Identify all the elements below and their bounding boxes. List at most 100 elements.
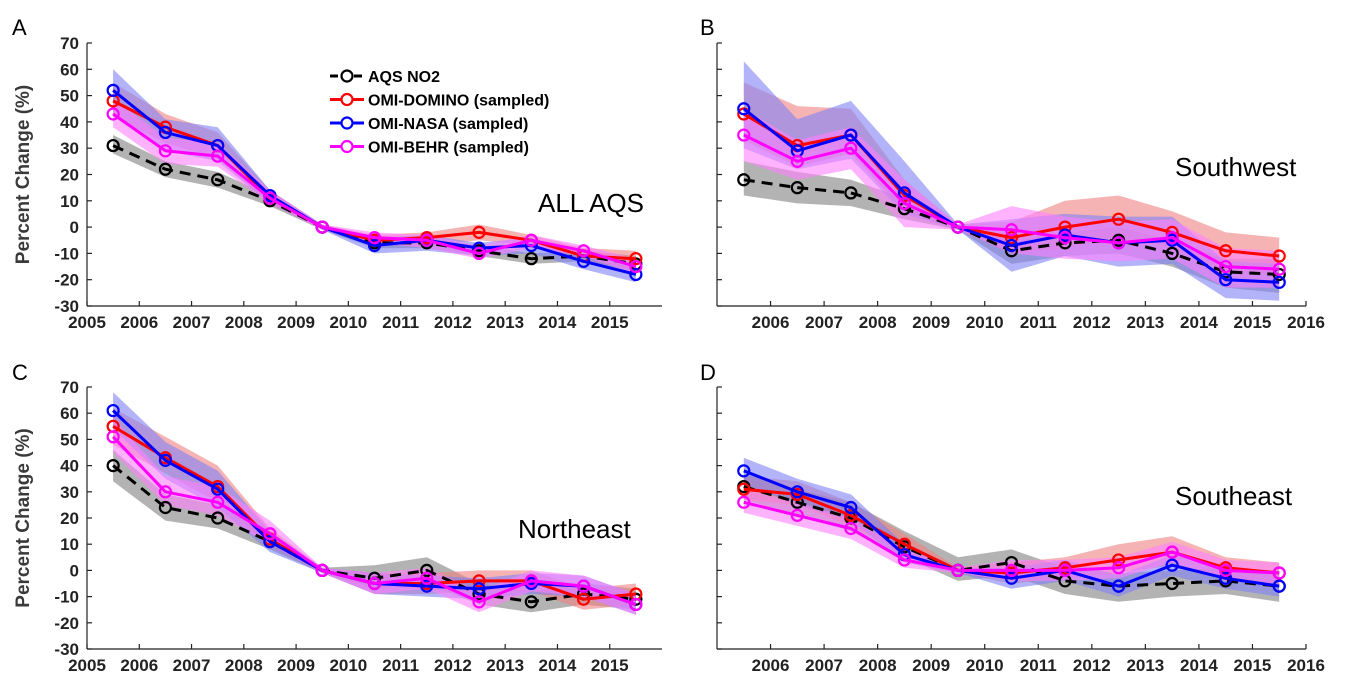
- panel-letter: C: [12, 360, 28, 385]
- x-tick-label: 2008: [859, 656, 897, 675]
- y-axis-label: Percent Change (%): [13, 428, 34, 607]
- marker-aqs-no2: [158, 500, 173, 515]
- marker-omi-behr-sampled: [897, 196, 912, 211]
- marker-omi-behr-sampled: [1219, 563, 1233, 578]
- marker-omi-behr-sampled: [315, 220, 329, 234]
- panel-b: B 2006 2007 2008 2009 2010 2011 2012 2013 2014 201…: [700, 15, 1325, 332]
- x-tick-label: 2006: [120, 656, 158, 675]
- marker-aqs-no2: [1165, 246, 1179, 260]
- x-tick-label: 2015: [1234, 656, 1272, 675]
- x-tick-label: 2011: [1020, 313, 1057, 332]
- marker-omi-behr-sampled: [1058, 231, 1072, 245]
- marker-omi-domino-sampled: [576, 592, 591, 606]
- x-tick-label: 2007: [805, 313, 843, 332]
- y-tick-label: 10: [60, 192, 79, 211]
- marker-omi-nasa-sampled: [158, 125, 173, 140]
- marker-omi-behr-sampled: [1219, 259, 1233, 274]
- y-tick-label: 40: [60, 113, 79, 132]
- marker-omi-behr-sampled: [1004, 563, 1019, 578]
- x-tick-label: 2011: [382, 656, 419, 675]
- marker-aqs-no2: [524, 252, 538, 266]
- line-omi-nasa-sampled: [112, 89, 637, 276]
- marker-omi-domino-sampled: [472, 225, 486, 239]
- legend-label: OMI-NASA (sampled): [368, 116, 528, 133]
- marker-omi-behr-sampled: [737, 495, 751, 509]
- x-tick-label: 2006: [752, 656, 790, 675]
- marker-aqs-no2: [420, 563, 434, 578]
- x-tick-label: 2006: [120, 313, 158, 332]
- marker-omi-behr-sampled: [844, 141, 858, 155]
- y-axis-label: Percent Change (%): [13, 85, 34, 264]
- marker-omi-behr-sampled: [420, 233, 434, 247]
- x-tick-label: 2010: [966, 313, 1004, 332]
- marker-omi-behr-sampled: [576, 579, 591, 593]
- x-tick-label: 2007: [805, 656, 843, 675]
- x-tick-label: 2008: [225, 313, 263, 332]
- marker-omi-behr-sampled: [576, 244, 591, 258]
- x-tick-label: 2014: [1180, 313, 1218, 332]
- y-tick-label: -10: [54, 244, 79, 263]
- marker-aqs-no2: [106, 459, 120, 473]
- marker-omi-domino-sampled: [1111, 553, 1126, 567]
- legend-label: OMI-DOMINO (sampled): [368, 93, 549, 110]
- x-tick-label: 2007: [173, 313, 211, 332]
- line-omi-behr-sampled: [112, 112, 637, 269]
- marker-omi-behr-sampled: [158, 144, 173, 158]
- y-tick-label: 20: [60, 166, 79, 185]
- y-tick-label: -10: [54, 588, 79, 607]
- x-tick-label: 2008: [225, 656, 263, 675]
- marker-omi-nasa-sampled: [1165, 558, 1179, 572]
- x-tick-label: 2015: [1234, 313, 1272, 332]
- y-tick-label: 60: [60, 404, 79, 423]
- x-tick-label: 2012: [434, 656, 472, 675]
- y-tick-label: 30: [60, 483, 79, 502]
- legend-marker-omi-domino-sampled: [340, 92, 354, 107]
- line-omi-behr-sampled: [743, 133, 1280, 271]
- marker-omi-behr-sampled: [790, 508, 804, 522]
- marker-omi-nasa-sampled: [790, 485, 804, 499]
- marker-aqs-no2: [211, 511, 225, 525]
- marker-omi-nasa-sampled: [1219, 273, 1233, 287]
- line-omi-nasa-sampled: [743, 469, 1280, 588]
- x-tick-label: 2014: [539, 656, 577, 675]
- marker-omi-behr-sampled: [790, 154, 804, 168]
- marker-aqs-no2: [1272, 267, 1286, 282]
- marker-omi-behr-sampled: [158, 485, 173, 499]
- marker-omi-nasa-sampled: [1219, 571, 1233, 585]
- y-tick-label: 0: [70, 218, 79, 237]
- y-tick-label: 50: [60, 430, 79, 449]
- y-tick-label: -20: [54, 271, 79, 290]
- x-tick-label: 2009: [277, 313, 315, 332]
- y-tick-label: 20: [60, 509, 79, 528]
- marker-omi-behr-sampled: [1165, 545, 1179, 559]
- x-tick-label: 2013: [1126, 313, 1164, 332]
- y-tick-label: 0: [70, 561, 79, 580]
- y-tick-label: 10: [60, 535, 79, 554]
- marker-aqs-no2: [737, 173, 751, 187]
- x-tick-label: 2010: [966, 656, 1004, 675]
- marker-omi-domino-sampled: [472, 574, 486, 588]
- line-omi-nasa-sampled: [742, 107, 1280, 284]
- marker-omi-behr-sampled: [951, 563, 965, 578]
- band-aqs-no2: [743, 473, 1280, 602]
- marker-omi-domino-sampled: [1111, 212, 1126, 226]
- legend-label: OMI-BEHR (sampled): [368, 140, 529, 157]
- marker-omi-behr-sampled: [211, 149, 225, 163]
- marker-omi-nasa-sampled: [1004, 238, 1019, 253]
- y-tick-label: -20: [54, 614, 79, 633]
- marker-omi-nasa-sampled: [844, 128, 858, 142]
- marker-omi-behr-sampled: [1272, 262, 1286, 276]
- x-tick-label: 2008: [859, 313, 897, 332]
- legend-label: AQS NO2: [368, 69, 440, 86]
- marker-omi-nasa-sampled: [629, 267, 643, 282]
- marker-omi-domino-sampled: [1272, 249, 1286, 263]
- x-tick-label: 2013: [486, 656, 524, 675]
- x-tick-label: 2012: [434, 313, 472, 332]
- marker-omi-behr-sampled: [263, 527, 277, 541]
- marker-omi-nasa-sampled: [1272, 275, 1286, 289]
- marker-omi-domino-sampled: [629, 252, 643, 266]
- marker-omi-behr-sampled: [211, 495, 225, 509]
- marker-aqs-no2: [790, 181, 804, 195]
